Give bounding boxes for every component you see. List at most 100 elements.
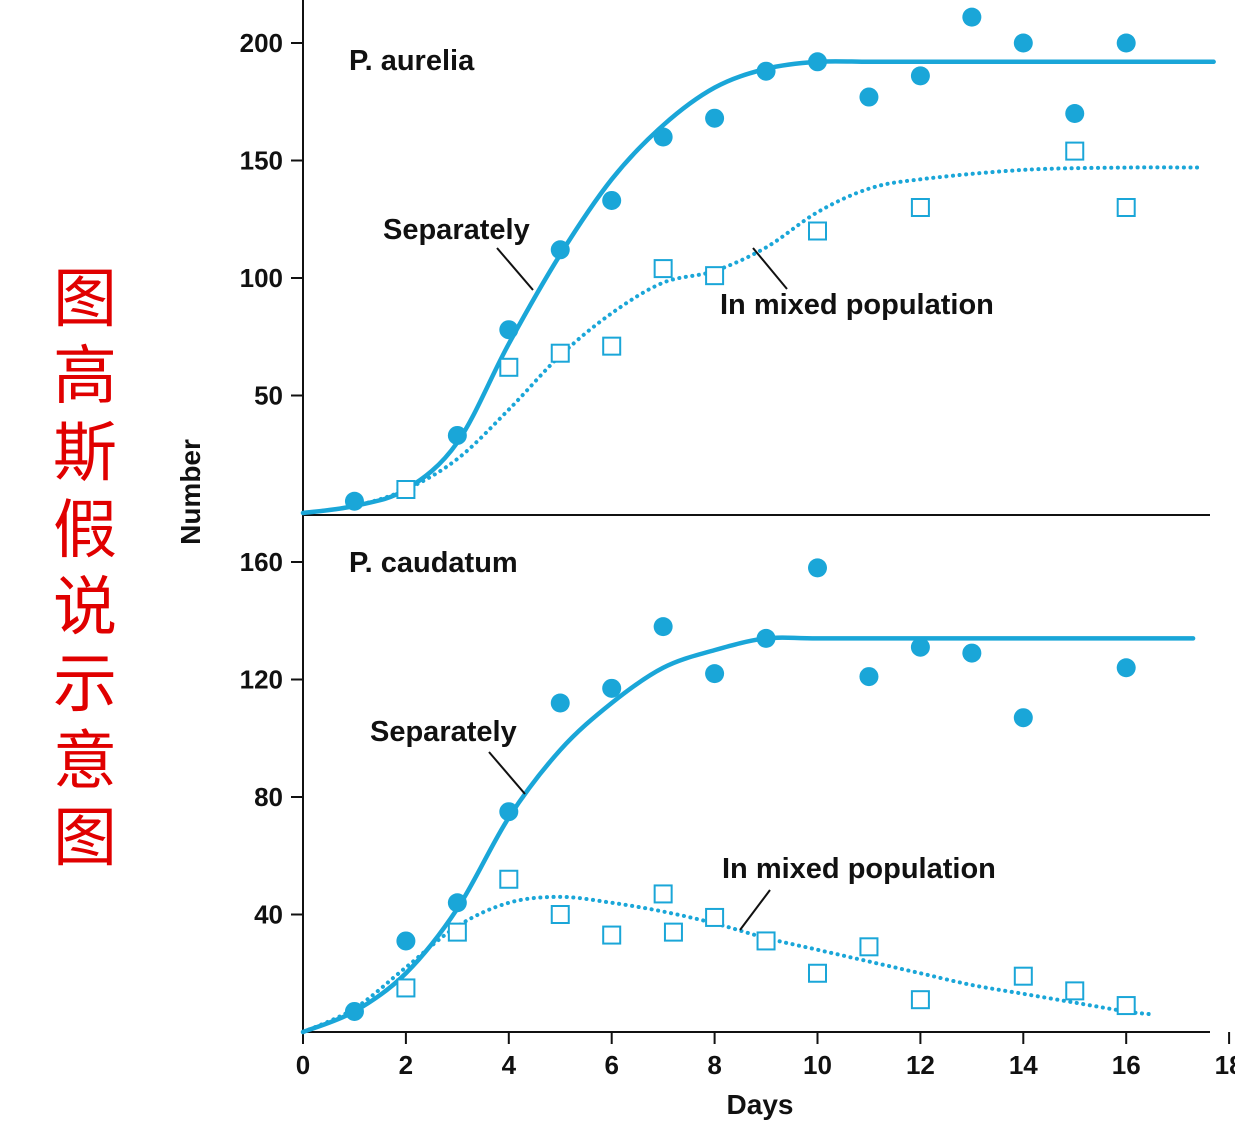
side-title-char-1: 高 (53, 340, 117, 414)
top-series-1-point-9 (1116, 198, 1136, 217)
bottom-series-0-point-2 (447, 893, 467, 913)
side-title-char-6: 意 (53, 725, 117, 799)
bottom-series-1-point-6 (663, 922, 683, 942)
bottom-series-0-point-10 (859, 667, 879, 687)
xtick-label-1: 2 (399, 1050, 413, 1080)
bottom-series-1-point-5 (653, 884, 673, 904)
top-series-1-point-7 (910, 198, 930, 217)
xtick-label-9: 18 (1215, 1050, 1235, 1080)
top-series-0-point-13 (1013, 33, 1033, 53)
bottom-series-0-point-9 (808, 558, 827, 578)
bottom-series-0-point-8 (756, 628, 776, 648)
xtick-label-5: 10 (803, 1050, 832, 1080)
top-series-0-point-6 (653, 127, 673, 147)
side-title-char-0: 图 (53, 263, 117, 337)
bottom-separately-leader (488, 751, 526, 795)
bottom-series-1-point-13 (1065, 981, 1085, 1001)
side-title-char-5: 示 (53, 648, 117, 722)
top-ytick-label-0: 50 (254, 381, 283, 411)
side-title: 图高斯假说示意图 (40, 262, 130, 878)
top-series-0-point-14 (1065, 104, 1085, 123)
top-series-1-point-6 (808, 221, 827, 241)
bottom-series-0-point-0 (344, 1001, 364, 1021)
top-series-1-point-1 (499, 357, 519, 377)
bottom-series-1-point-3 (550, 905, 570, 924)
bottom-series-1-point-10 (859, 937, 879, 957)
bottom-series-1-line (301, 894, 1154, 1034)
side-title-char-7: 图 (53, 802, 117, 876)
top-series-0-point-3 (499, 320, 519, 340)
xtick-label-2: 4 (502, 1050, 517, 1080)
bottom-series-1-point-12 (1013, 966, 1033, 986)
top-mixed-label: In mixed population (720, 289, 994, 321)
x-ticks: 0 2 4 6 8 10 12 14 16 18 (296, 1032, 1235, 1080)
side-title-char-2: 斯 (53, 417, 117, 491)
top-ytick-label-3: 200 (240, 28, 283, 58)
top-series-0-point-8 (756, 61, 776, 81)
xtick-label-6: 12 (906, 1050, 935, 1080)
top-panel-title: P. aurelia (349, 45, 475, 77)
bottom-series-0-point-7 (705, 664, 725, 684)
bottom-separately-label: Separately (370, 716, 517, 748)
bottom-series-1-point-2 (499, 869, 519, 889)
side-title-char-3: 假 (53, 494, 117, 568)
bottom-series-0-point-13 (1013, 708, 1033, 728)
side-title-char-4: 说 (53, 571, 117, 645)
top-separately-label: Separately (383, 214, 530, 246)
bottom-series-1-point-1 (447, 922, 467, 942)
xtick-label-3: 6 (604, 1050, 618, 1080)
xtick-label-0: 0 (296, 1050, 310, 1080)
top-ytick-label-1: 100 (240, 263, 283, 293)
bottom-series-1-point-0 (396, 978, 416, 998)
top-series-1-point-3 (602, 336, 622, 356)
top-ytick-label-2: 150 (240, 146, 283, 176)
bottom-series-1-point-8 (756, 931, 776, 951)
bottom-series-1-point-4 (602, 925, 622, 945)
bottom-series-0-point-5 (602, 678, 622, 698)
top-series-0-point-11 (910, 66, 930, 86)
top-series-0-line (300, 59, 1216, 516)
top-separately-leader (496, 247, 534, 291)
top-series-1-line (301, 165, 1201, 515)
top-series-1-point-4 (653, 259, 673, 279)
top-series-1-point-5 (705, 266, 725, 286)
bottom-series-0-point-1 (396, 931, 416, 951)
bottom-mixed-label: In mixed population (722, 853, 996, 885)
bottom-series-1-point-14 (1116, 996, 1136, 1016)
top-series-0-point-10 (859, 87, 879, 107)
bottom-series-0-line (300, 635, 1196, 1035)
bottom-ytick-label-1: 80 (254, 782, 283, 812)
y-axis-title: Number (175, 439, 206, 545)
bottom-series-0-point-11 (910, 637, 930, 657)
xtick-label-4: 8 (707, 1050, 721, 1080)
bottom-series-0-point-14 (1116, 658, 1136, 678)
top-series-0-point-15 (1116, 33, 1136, 53)
bottom-series-1-point-11 (910, 990, 930, 1010)
bottom-ytick-label-0: 40 (254, 900, 283, 930)
bottom-series-1-point-9 (808, 963, 827, 983)
top-series-1-point-2 (550, 343, 570, 363)
bottom-panel-title: P. caudatum (349, 547, 518, 579)
top-series-1-point-0 (396, 480, 416, 499)
bottom-series-0-point-6 (653, 617, 673, 637)
top-series-0-point-4 (550, 240, 570, 260)
x-axis-title: Days (727, 1089, 794, 1120)
xtick-label-8: 16 (1112, 1050, 1141, 1080)
bottom-series-0-point-12 (962, 643, 982, 663)
bottom-series-1-point-7 (705, 907, 725, 927)
bottom-mixed-leader (739, 889, 771, 931)
top-plot-area (300, 7, 1216, 516)
top-series-0-point-7 (705, 108, 725, 128)
top-series-0-point-2 (447, 425, 467, 445)
bottom-series-0-point-4 (550, 693, 570, 713)
bottom-ytick-label-2: 120 (240, 665, 283, 695)
top-series-1-point-8 (1065, 141, 1085, 161)
bottom-y-ticks: 40 80 120 160 (240, 547, 303, 930)
top-mixed-leader (752, 247, 788, 290)
bottom-ytick-label-3: 160 (240, 547, 283, 577)
xtick-label-7: 14 (1009, 1050, 1038, 1080)
top-y-ticks: 50 100 150 200 (240, 28, 303, 411)
top-series-0-point-5 (602, 190, 622, 210)
bottom-plot-area (300, 558, 1196, 1035)
